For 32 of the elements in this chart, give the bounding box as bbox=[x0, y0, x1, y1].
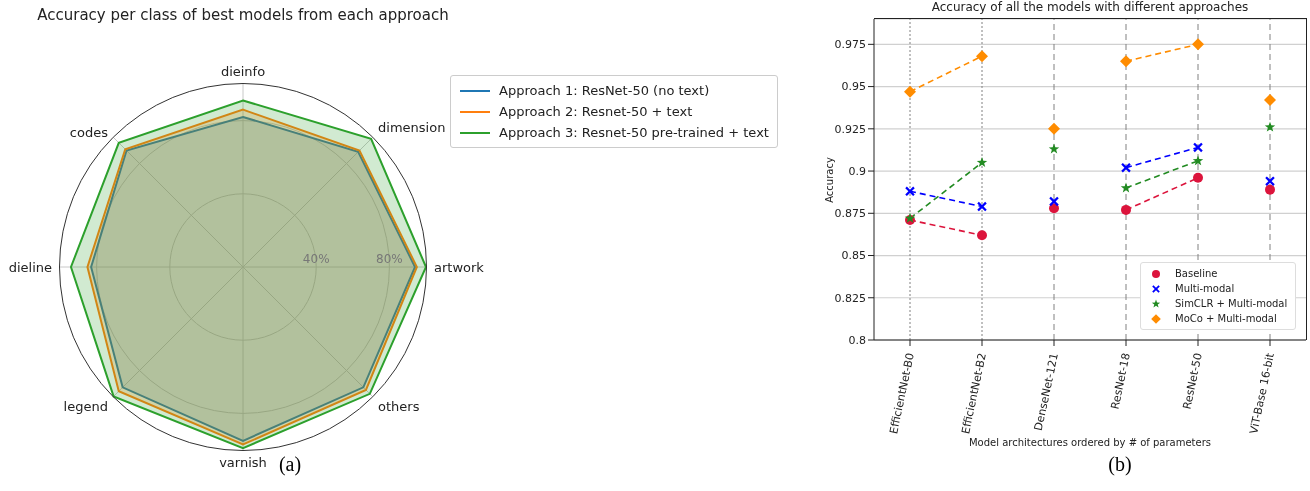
y-tick-label: 0.825 bbox=[834, 291, 866, 305]
legend-label: Multi-modal bbox=[1175, 283, 1235, 294]
legend-label: Approach 3: Resnet-50 pre-trained + text bbox=[499, 125, 769, 140]
y-tick-label: 0.975 bbox=[834, 38, 866, 52]
legend-label: Approach 1: ResNet-50 (no text) bbox=[499, 83, 710, 98]
spoke-label: others bbox=[378, 399, 420, 415]
spoke-label: legend bbox=[63, 399, 108, 415]
legend-label: Approach 2: Resnet-50 + text bbox=[499, 104, 693, 119]
spoke-label: dieline bbox=[8, 259, 52, 275]
y-tick-label: 0.8 bbox=[848, 333, 866, 347]
x-axis-title: Model architectures ordered by # of parameters bbox=[967, 437, 1212, 448]
spoke-label: dimension bbox=[378, 119, 446, 135]
spoke-label: varnish bbox=[219, 455, 267, 471]
spoke-label: artwork bbox=[434, 259, 485, 275]
spoke-label: dieinfo bbox=[220, 64, 266, 79]
chart-title: Accuracy of all the models with different approaches bbox=[930, 0, 1250, 14]
text: (a) bbox=[277, 453, 303, 476]
legend-label: Baseline bbox=[1175, 268, 1218, 279]
text: (b) bbox=[1107, 453, 1133, 476]
y-tick-label: 0.9 bbox=[848, 164, 866, 178]
y-tick-label: 40% bbox=[302, 252, 330, 266]
y-tick-label: 0.875 bbox=[834, 207, 866, 221]
y-tick-label: 0.95 bbox=[841, 80, 866, 94]
x-tick-label: ViT-Base 16-bit bbox=[1247, 351, 1278, 436]
y-axis-title: Accuracy bbox=[823, 157, 835, 203]
legend-label: MoCo + Multi-modal bbox=[1175, 313, 1277, 324]
legend-label: SimCLR + Multi-modal bbox=[1175, 298, 1288, 309]
spoke-label: codes bbox=[69, 124, 109, 140]
y-tick-label: 80% bbox=[376, 252, 403, 266]
y-tick-label: 0.85 bbox=[841, 249, 866, 263]
y-tick-label: 0.925 bbox=[834, 122, 866, 136]
chart-title: Accuracy per class of best models from each approach bbox=[36, 6, 450, 24]
